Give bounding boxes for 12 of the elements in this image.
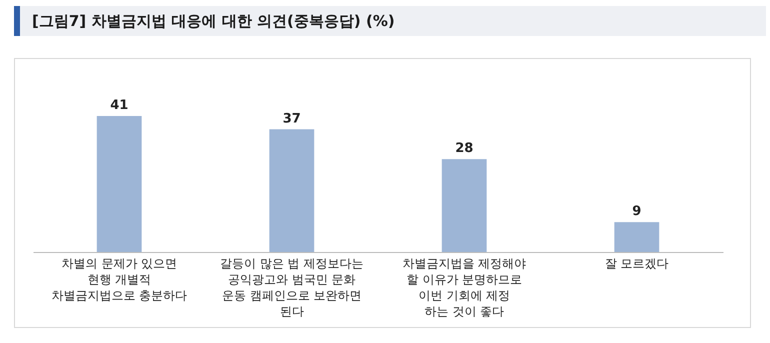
bar: [96, 116, 142, 252]
x-tick-label: 잘 모르겠다: [604, 256, 669, 270]
data-label: 37: [282, 111, 301, 126]
bar: [269, 129, 314, 252]
data-label: 9: [632, 204, 642, 220]
bar: [442, 159, 487, 252]
chart-title: [그림7] 차별금지법 대응에 대한 의견(중복응답) (%): [14, 6, 766, 36]
x-tick-label: 갈등이 많은 법 제정보다는 공익광고와 범국민 문화 운동 캠페인으로 보완하면 된다: [220, 256, 364, 318]
data-label: 28: [455, 141, 474, 156]
x-tick-label: 차별의 문제가 있으면 현행 개별적 차별금지법으로 충분하다: [51, 256, 188, 302]
data-label: 41: [110, 98, 128, 113]
bar: [614, 222, 660, 252]
